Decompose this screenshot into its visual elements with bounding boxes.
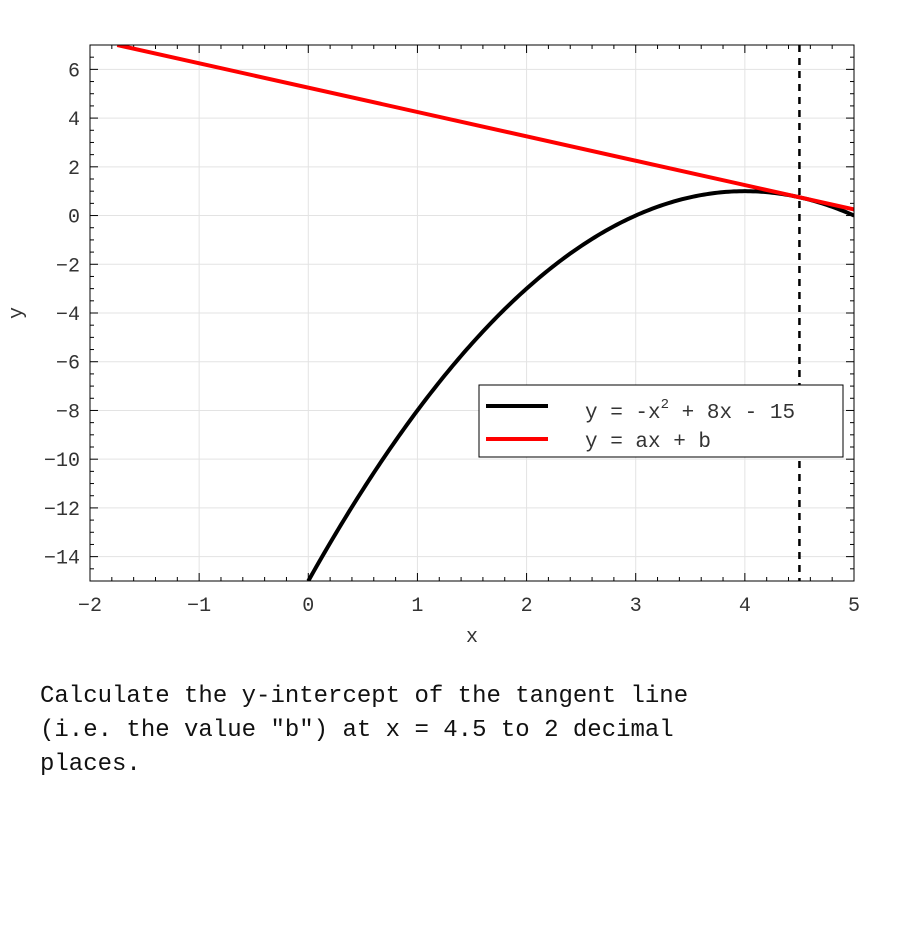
y-tick-label: 2 xyxy=(68,158,80,181)
legend-label-curve-rest: + 8x - 15 xyxy=(669,402,795,425)
x-tick-labels: −2 −1 0 1 2 3 4 5 xyxy=(78,595,860,618)
series-curve-quadratic xyxy=(306,189,854,581)
series-tangent-line xyxy=(116,45,854,212)
y-tick-label: −4 xyxy=(56,304,80,327)
legend: y = -x2 + 8x - 15 y = ax + b xyxy=(478,384,844,458)
legend-label-line: y = ax + b xyxy=(585,431,711,454)
question-text: Calculate the y-intercept of the tangent… xyxy=(40,683,689,778)
legend-label-curve-exponent: 2 xyxy=(661,397,669,413)
y-tick-label: 4 xyxy=(68,109,80,132)
y-tick-label: −12 xyxy=(44,499,80,522)
y-tick-label: −8 xyxy=(56,401,80,424)
legend-label-curve: y = -x2 + 8x - 15 xyxy=(585,397,795,425)
x-tick-label: 2 xyxy=(521,595,533,618)
x-tick-label: 4 xyxy=(739,595,751,618)
plot-frame xyxy=(89,44,855,582)
y-axis-label: y xyxy=(6,307,29,319)
y-tick-labels: 6 4 2 0 −2 −4 −6 −8 −10 −12 −14 xyxy=(44,60,80,570)
y-tick-label: −6 xyxy=(56,353,80,376)
x-axis-label: x xyxy=(466,626,478,649)
x-tick-label: 5 xyxy=(848,595,860,618)
y-tick-label: −14 xyxy=(44,548,80,571)
x-tick-label: −2 xyxy=(78,595,102,618)
series-layer xyxy=(116,45,854,581)
y-tick-label: −2 xyxy=(56,255,80,278)
x-tick-label: 0 xyxy=(302,595,314,618)
y-tick-label: 0 xyxy=(68,207,80,230)
x-tick-label: 3 xyxy=(630,595,642,618)
legend-label-curve-base: y = -x xyxy=(585,402,661,425)
legend-box xyxy=(478,384,844,458)
x-tick-label: 1 xyxy=(411,595,423,618)
y-tick-label: −10 xyxy=(44,450,80,473)
x-tick-label: −1 xyxy=(187,595,211,618)
y-tick-label: 6 xyxy=(68,60,80,83)
